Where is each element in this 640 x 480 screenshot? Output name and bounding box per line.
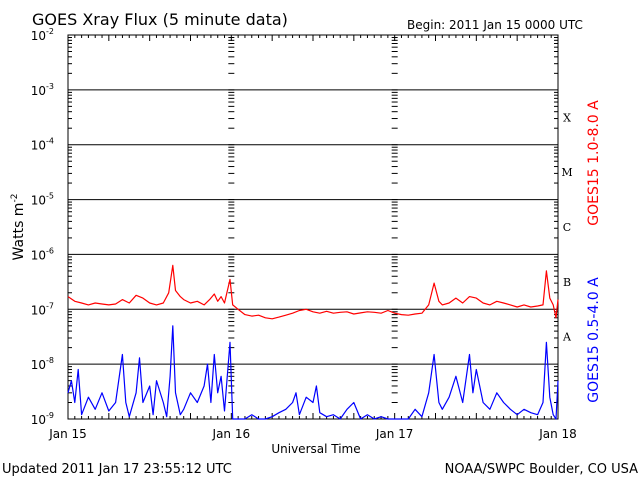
y-axis-label: Watts m-2 <box>10 194 27 261</box>
y-tick-base: 10 <box>31 413 46 427</box>
series-line-short-channel <box>67 325 559 420</box>
x-tick-label: Jan 17 <box>375 427 414 441</box>
y-tick-label: 10-3 <box>31 82 54 98</box>
begin-timestamp: Begin: 2011 Jan 15 0000 UTC <box>407 18 583 32</box>
flare-class-c: C <box>563 221 571 234</box>
y-tick-exponent: -3 <box>46 82 54 91</box>
y-tick-label: 10-9 <box>31 411 54 427</box>
legend-goes15-short: GOES15 0.5-4.0 A <box>586 277 602 403</box>
y-tick-base: 10 <box>31 303 46 317</box>
day-divider <box>391 37 398 420</box>
legend-goes15-long: GOES15 1.0-8.0 A <box>586 100 602 226</box>
y-tick-exponent: -4 <box>46 137 54 146</box>
grid <box>68 35 558 420</box>
day-divider <box>228 37 235 420</box>
y-tick-base: 10 <box>31 248 46 262</box>
y-tick-labels: 10-910-810-710-610-510-410-310-2 <box>31 27 54 427</box>
y-tick-label: 10-6 <box>31 246 54 262</box>
flare-class-b: B <box>563 276 571 289</box>
flare-class-a: A <box>562 331 572 344</box>
updated-timestamp: Updated 2011 Jan 17 23:55:12 UTC <box>2 462 232 477</box>
y-axis-label-exponent: -2 <box>10 194 20 203</box>
series-line-long-channel <box>67 264 559 320</box>
source-credit: NOAA/SWPC Boulder, CO USA <box>445 462 638 477</box>
y-tick-exponent: -5 <box>46 192 54 201</box>
y-tick-label: 10-7 <box>31 301 54 317</box>
y-tick-label: 10-8 <box>31 356 54 372</box>
series-layer <box>67 264 559 420</box>
chart-title: GOES Xray Flux (5 minute data) <box>32 10 288 29</box>
y-tick-exponent: -8 <box>46 356 54 365</box>
x-tick-label: Jan 18 <box>538 427 577 441</box>
y-tick-base: 10 <box>31 194 46 208</box>
x-tick-label: Jan 15 <box>48 427 87 441</box>
y-tick-base: 10 <box>31 139 46 153</box>
y-tick-label: 10-4 <box>31 137 54 153</box>
flare-class-labels: A B C M X <box>561 111 572 343</box>
y-tick-exponent: -2 <box>46 27 54 36</box>
y-tick-label: 10-2 <box>31 27 54 43</box>
svg-text:Watts m-2: Watts m-2 <box>10 194 27 261</box>
y-axis-label-base: Watts m <box>11 203 27 261</box>
y-tick-label: 10-5 <box>31 192 54 208</box>
x-tick-labels: Jan 15 Jan 16 Jan 17 Jan 18 <box>48 427 577 441</box>
flare-class-m: M <box>561 166 572 179</box>
y-tick-exponent: -7 <box>46 301 54 310</box>
y-tick-exponent: -9 <box>46 411 54 420</box>
flare-class-x: X <box>563 111 571 124</box>
x-axis-label: Universal Time <box>271 442 360 456</box>
y-tick-base: 10 <box>31 358 46 372</box>
y-tick-exponent: -6 <box>46 246 54 255</box>
x-tick-label: Jan 16 <box>212 427 251 441</box>
plot-frame <box>67 34 559 420</box>
y-tick-base: 10 <box>31 29 46 43</box>
y-tick-base: 10 <box>31 84 46 98</box>
